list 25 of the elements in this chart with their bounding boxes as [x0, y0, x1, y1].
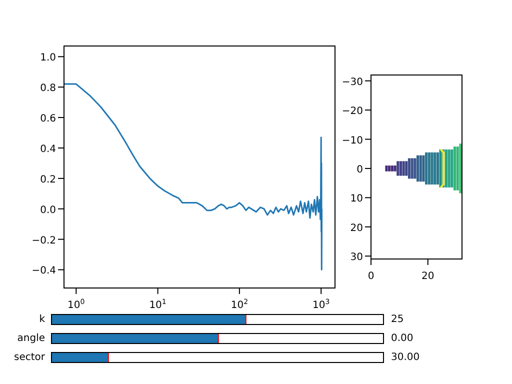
y-tick-label: 30	[350, 252, 363, 264]
category-label: angle	[16, 332, 45, 345]
x-tick-label: 10$^{2}$	[230, 298, 248, 311]
y-tick-label: −10	[342, 135, 363, 146]
y-tick-label: 0.0	[40, 204, 56, 216]
x-tick-label: 10$^{1}$	[149, 298, 166, 311]
text: 25	[391, 313, 404, 326]
y-tick-label: 0	[356, 164, 363, 176]
y-tick-label: 10	[350, 194, 363, 205]
category-label: k	[38, 313, 45, 326]
y-tick-label: −30	[342, 76, 363, 88]
y-tick-label: −0.4	[32, 266, 56, 277]
y-tick-label: 0.8	[40, 83, 56, 94]
text: 30.00	[391, 351, 420, 364]
y-tick-label: −0.2	[32, 235, 56, 246]
y-tick-label: 0.2	[40, 174, 56, 186]
y-tick-label: −20	[342, 106, 363, 118]
y-tick-label: 0.6	[40, 114, 56, 125]
x-tick-label: 10$^{0}$	[68, 298, 85, 311]
y-tick-label: 20	[350, 222, 363, 234]
y-tick-label: 0.4	[40, 144, 56, 155]
y-tick-label: 1.0	[40, 52, 56, 64]
category-label: sector	[12, 351, 45, 364]
x-tick-label: 10$^{3}$	[312, 298, 330, 311]
text: 0.00	[391, 332, 414, 345]
